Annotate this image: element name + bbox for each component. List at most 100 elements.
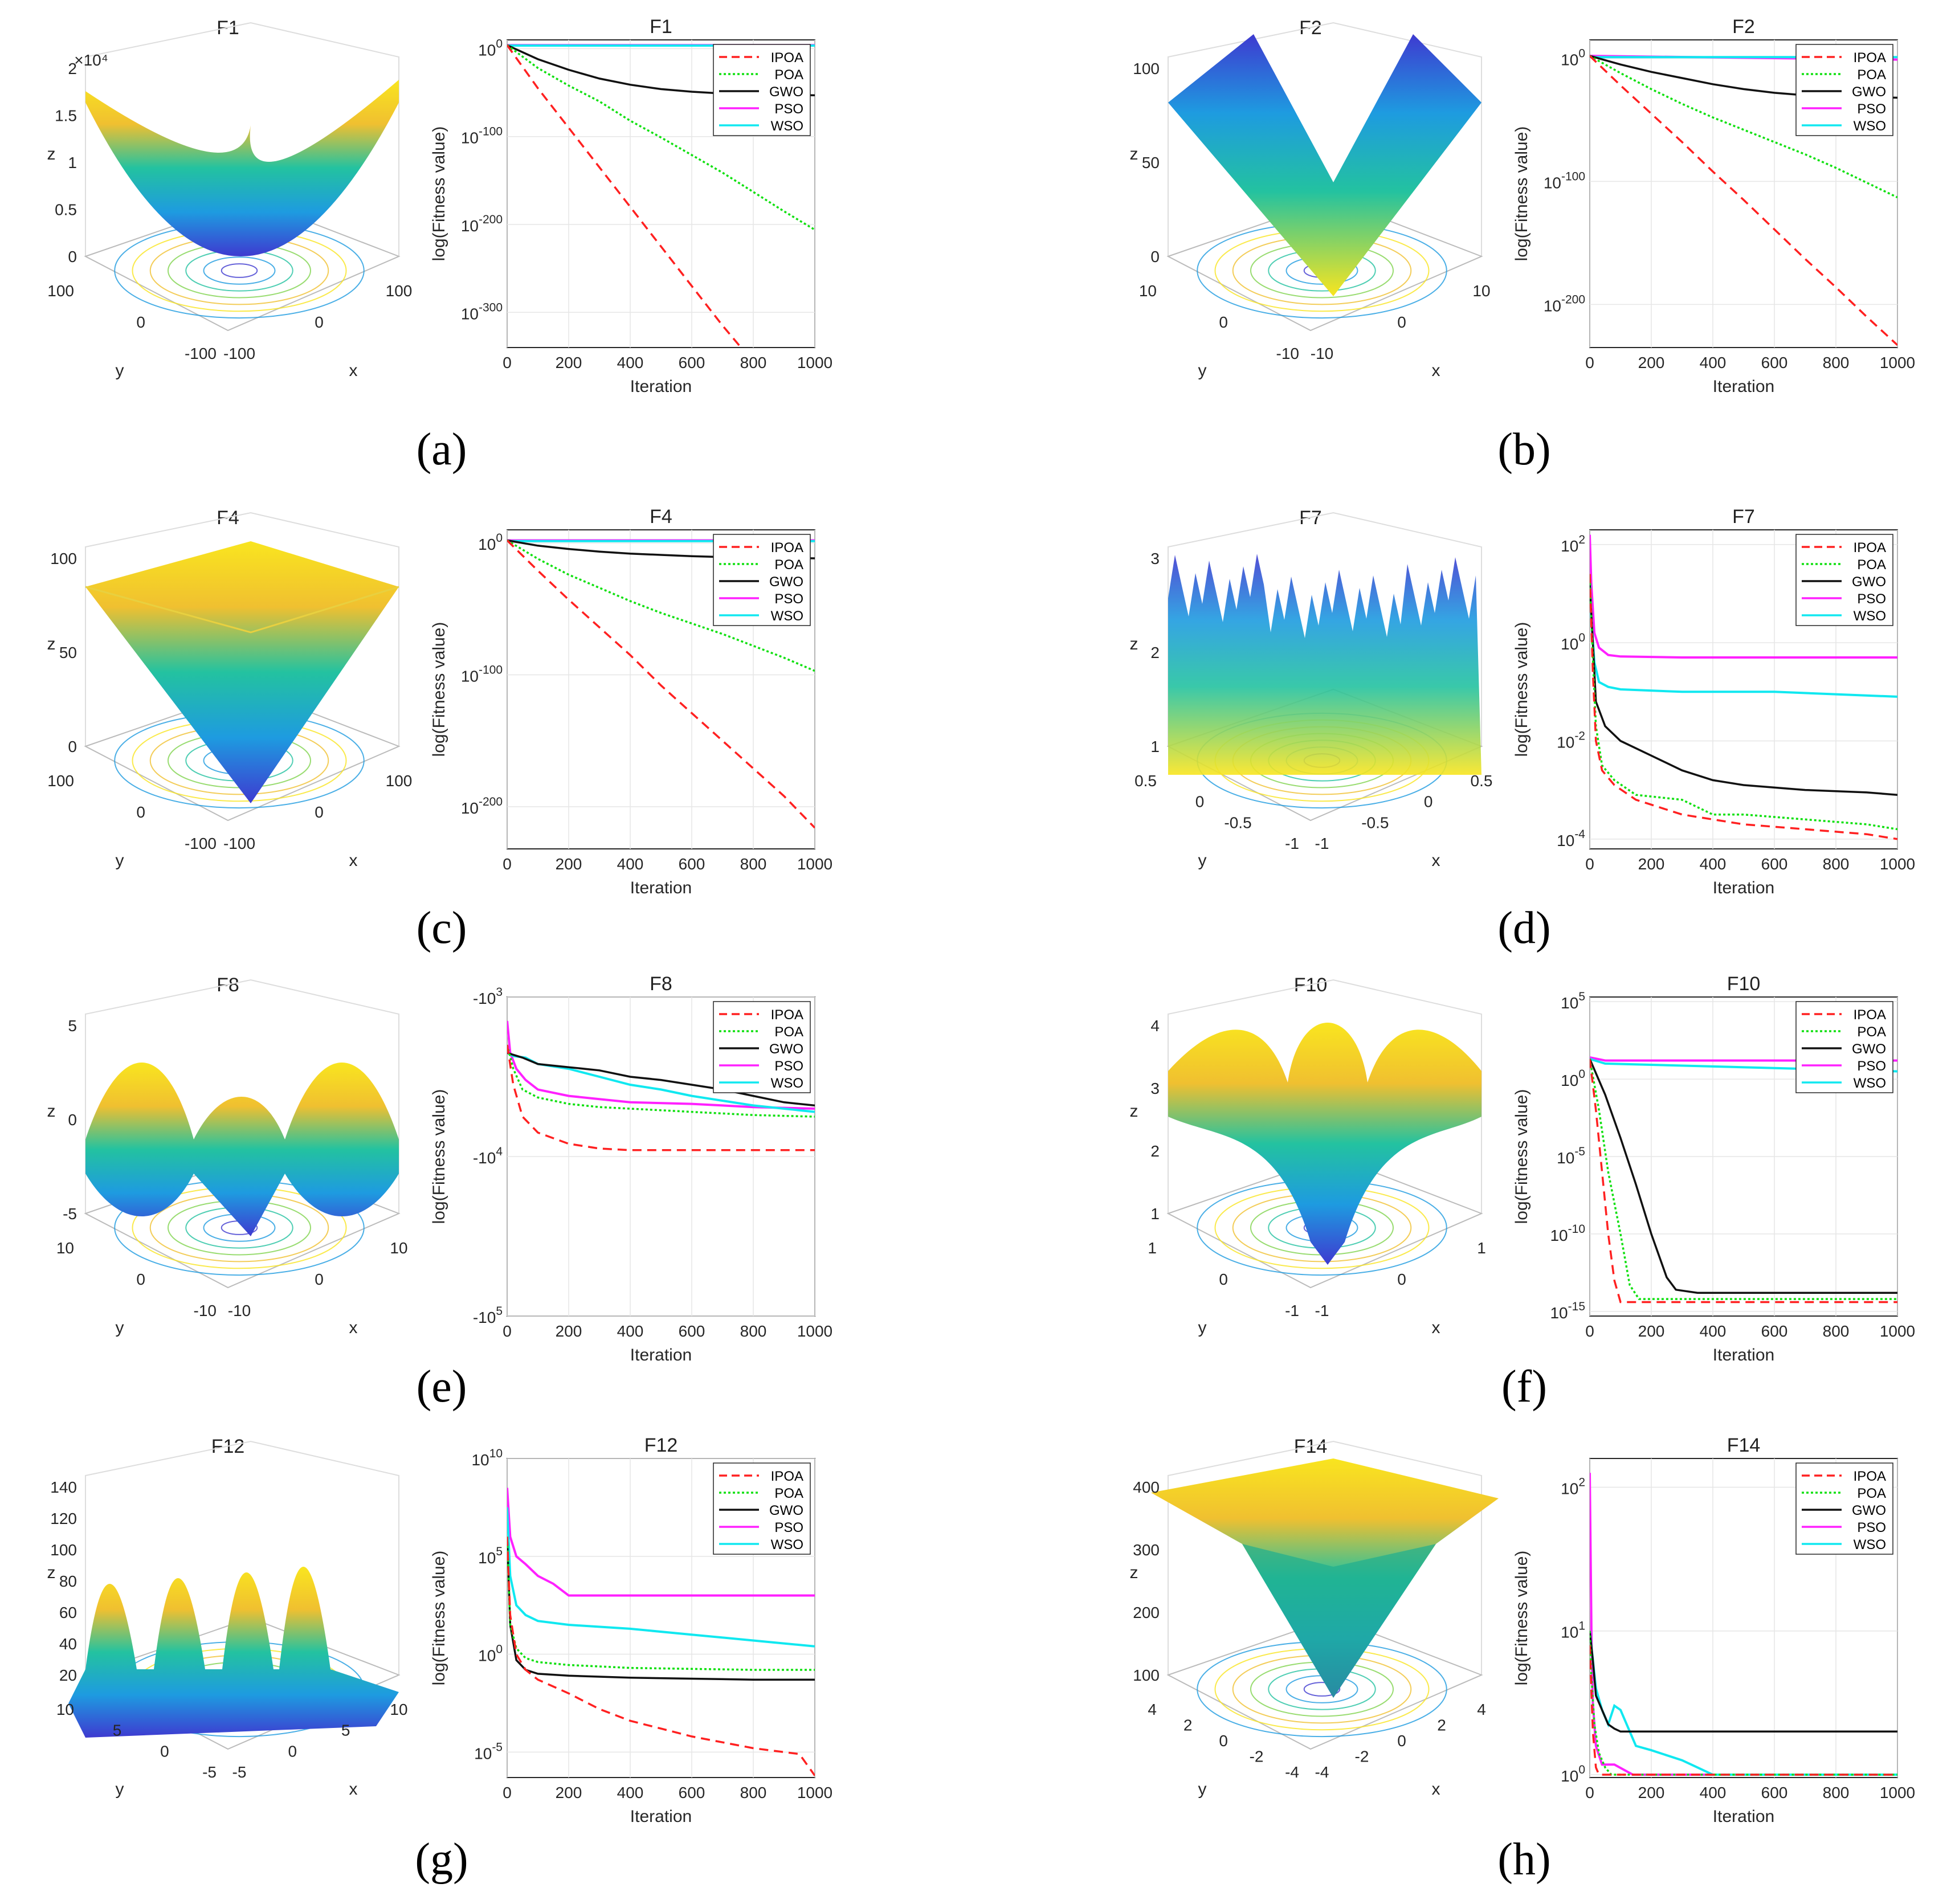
convergence-plot-F14: F14 0 200 400 600 800 1000 102 101 100 Iteration lo… — [1512, 1435, 1915, 1826]
x-tick-label: 10 — [390, 1701, 407, 1718]
legend-box — [1795, 534, 1893, 626]
y-tick-label: 0 — [1219, 1270, 1228, 1288]
x-tick-label: 1000 — [797, 1784, 832, 1801]
y-axis-label: log(Fitness value) — [1512, 622, 1531, 757]
surface-floor — [1166, 1617, 1483, 1750]
y-tick-label: -10 — [1276, 345, 1299, 362]
x-tick-label: 0 — [288, 1742, 297, 1760]
series-line-PSO — [1590, 1473, 1897, 1776]
y-tick-label: 0 — [1195, 793, 1205, 811]
x-tick-label: 600 — [679, 855, 705, 873]
z-tick-label: 1 — [1150, 738, 1160, 755]
x-tick-label: 400 — [1700, 1322, 1727, 1340]
legend-label-POA: POA — [1857, 67, 1886, 83]
z-tick-label: 20 — [59, 1666, 77, 1684]
x-tick-label: 200 — [556, 1322, 582, 1340]
y-tick-label: 0 — [160, 1742, 169, 1760]
z-tick-label: 3 — [1150, 1080, 1160, 1097]
legend-box — [713, 44, 811, 136]
series-line-GWO — [507, 1052, 815, 1107]
legend-label-GWO: GWO — [1852, 1041, 1886, 1057]
x-axis-label: x — [349, 1318, 358, 1337]
legend-label-POA: POA — [1857, 1486, 1886, 1501]
legend-label-IPOA: IPOA — [771, 540, 803, 555]
z-tick-label: 100 — [50, 550, 77, 567]
series-group — [1590, 534, 1897, 840]
x-tick-label: 0 — [503, 855, 512, 873]
surface-mesh — [85, 541, 399, 803]
x-tick-label: 100 — [386, 282, 413, 300]
y-tick-label: 0 — [136, 1270, 145, 1288]
x-tick-label: 800 — [1823, 354, 1850, 371]
legend-box — [1795, 1001, 1893, 1093]
x-tick-label: 600 — [1761, 1322, 1788, 1340]
z-tick-label: 3 — [1150, 550, 1160, 567]
x-tick-label: 0 — [503, 1322, 512, 1340]
series-line-IPOA — [1590, 574, 1897, 840]
x-tick-label: 0 — [1397, 1732, 1406, 1750]
legend-label-POA: POA — [1857, 1024, 1886, 1040]
y-tick-label: 10-5 — [1557, 1145, 1585, 1167]
x-tick-label: 600 — [679, 1784, 705, 1801]
legend-label-WSO: WSO — [771, 608, 803, 624]
x-tick-label: -4 — [1315, 1763, 1329, 1781]
legend-label-GWO: GWO — [769, 1041, 803, 1057]
surface-mesh — [1168, 554, 1481, 775]
x-tick-label: -5 — [232, 1763, 247, 1781]
surface-box — [85, 22, 399, 256]
y-axis-label: log(Fitness value) — [1512, 1551, 1531, 1686]
x-tick-label: 200 — [1638, 354, 1665, 371]
z-axis-label: z — [47, 635, 56, 653]
z-tick-label: 1 — [1150, 1205, 1160, 1223]
legend-label-WSO: WSO — [1854, 608, 1886, 624]
legend-label-POA: POA — [1857, 557, 1886, 573]
x-tick-label: 1000 — [797, 855, 832, 873]
z-tick-label: 100 — [1133, 1666, 1160, 1684]
subfigure-label: (c) — [417, 903, 467, 953]
y-tick-label: 10 — [1139, 282, 1157, 300]
x-tick-label: 0 — [1585, 354, 1594, 371]
convergence-plot-F10: F10 0 200 400 600 800 1000 105 100 10-5 10-10 10-15… — [1512, 973, 1915, 1364]
legend-label-IPOA: IPOA — [771, 1469, 803, 1484]
x-tick-label: 0 — [1397, 313, 1406, 331]
y-tick-label: 10-200 — [461, 795, 503, 817]
x-tick-label: 0 — [315, 803, 324, 821]
legend-label-WSO: WSO — [771, 119, 803, 134]
x-tick-label: 1000 — [1880, 1322, 1915, 1340]
x-tick-label: 400 — [617, 855, 644, 873]
x-tick-label: 1000 — [1880, 354, 1915, 371]
z-tick-label: 1.5 — [55, 107, 77, 125]
convergence-plot-F8: F8 0 200 400 600 800 1000 -103 -104 -105 Iteration… — [430, 973, 832, 1364]
contour-line — [221, 263, 258, 278]
series-line-IPOA — [1590, 1059, 1897, 1304]
x-tick-label: -0.5 — [1361, 814, 1389, 831]
legend-label-IPOA: IPOA — [771, 1007, 803, 1023]
series-line-PSO — [1590, 534, 1897, 659]
y-tick-label: 0 — [136, 803, 145, 821]
z-tick-label: 300 — [1133, 1541, 1160, 1559]
y-tick-label: 10-5 — [474, 1740, 503, 1762]
legend-label-WSO: WSO — [1854, 119, 1886, 134]
x-tick-label: 0 — [503, 1784, 512, 1801]
surface-mesh — [1168, 1023, 1481, 1265]
x-tick-label: -2 — [1355, 1748, 1369, 1766]
x-tick-label: 200 — [1638, 1322, 1665, 1340]
legend-label-IPOA: IPOA — [1854, 50, 1886, 66]
surface-mesh — [68, 1567, 399, 1738]
legend-label-PSO: PSO — [774, 1059, 803, 1074]
z-tick-label: 0 — [68, 1111, 77, 1129]
y-tick-label: 10 — [56, 1239, 74, 1257]
legend-label-GWO: GWO — [769, 84, 803, 100]
x-tick-label: 0 — [503, 354, 512, 371]
z-tick-label: 1 — [68, 154, 77, 171]
legend-box — [713, 1001, 811, 1093]
chart-title: F7 — [1732, 506, 1755, 528]
y-tick-label: -5 — [202, 1763, 217, 1781]
y-tick-label: 100 — [478, 37, 503, 59]
